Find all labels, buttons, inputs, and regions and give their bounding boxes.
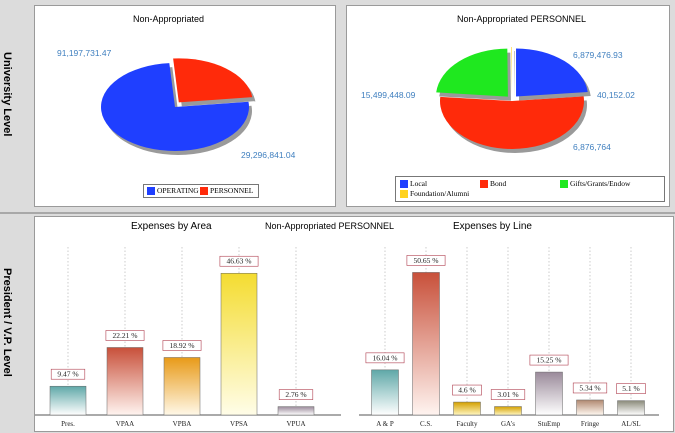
section-divider: [0, 212, 675, 214]
pie-panel-non-appropriated: Non-Appropriated 91,197,731.47 29,296,84…: [34, 5, 336, 207]
pie-slice-bond: [439, 96, 584, 150]
pie2-value-local: 6,879,476.93: [573, 50, 623, 60]
category-label: Pres.: [61, 420, 75, 428]
legend-item-bond: Bond: [480, 179, 507, 189]
legend-label: Local: [410, 179, 428, 188]
legend-item-operating: OPERATING: [147, 186, 199, 196]
pie-slice-foundation-alumni: [511, 47, 512, 96]
data-label: 5.34 %: [579, 383, 600, 392]
category-label: Fringe: [581, 420, 599, 428]
category-label: GA's: [501, 420, 515, 428]
pie1-chart: [101, 58, 256, 156]
bar-vpsa: [220, 272, 258, 416]
data-label: 18.92 %: [170, 341, 195, 350]
legend-item-personnel: PERSONNEL: [200, 186, 254, 196]
data-label: 50.65 %: [414, 256, 439, 265]
pie1-legend: OPERATING PERSONNEL: [143, 184, 259, 198]
legend-swatch: [147, 187, 155, 196]
bar-ga-s: [494, 406, 522, 416]
legend-label: Bond: [490, 179, 507, 188]
bar-vpba: [163, 357, 201, 416]
bar1-subtitle: Expenses by Area: [131, 221, 212, 232]
bar-a-p: [371, 369, 399, 416]
bar-stuemp: [535, 371, 563, 416]
data-label-box: [452, 384, 482, 396]
pie2-title: Non-Appropriated PERSONNEL: [457, 14, 587, 24]
bar-faculty: [453, 401, 481, 416]
pie-panel-personnel: Non-Appropriated PERSONNEL 6,879,476.93 …: [346, 5, 670, 207]
data-label-box: [572, 382, 608, 394]
bar-vpua: [277, 406, 315, 416]
category-label: Faculty: [457, 420, 478, 428]
legend-swatch: [560, 180, 568, 189]
legend-label: OPERATING: [157, 186, 199, 195]
data-label-box: [105, 330, 145, 341]
president-level-label: President / V.P. Level: [1, 268, 13, 377]
bar-c-s-: [412, 272, 440, 416]
pie-slice-personnel: [173, 58, 253, 103]
legend-item-gifts: Gifts/Grants/Endow: [560, 179, 631, 189]
data-label-box: [219, 255, 259, 267]
data-label-box: [365, 352, 405, 364]
pie-slice-local: [516, 48, 588, 97]
legend-item-local: Local: [400, 179, 428, 189]
bar-fringe: [576, 399, 604, 416]
data-label-box: [616, 383, 646, 394]
category-label: C.S.: [420, 420, 432, 428]
pie2-value-gifts: 6,876,764: [573, 142, 611, 152]
legend-swatch: [200, 187, 208, 196]
data-label-box: [490, 389, 526, 400]
university-level-label: University Level: [1, 52, 13, 137]
legend-label: Foundation/Alumni: [410, 189, 470, 198]
data-label: 2.76 %: [285, 390, 306, 399]
data-label: 9.47 %: [57, 370, 78, 379]
data-label: 46.63 %: [227, 257, 252, 266]
legend-swatch: [400, 180, 408, 189]
bar-panel: Expenses by Area Non-Appropriated PERSON…: [34, 216, 674, 432]
category-label: VPUA: [286, 420, 305, 428]
pie2-value-foundation: 40,152.02: [597, 90, 635, 100]
data-label: 22.21 %: [113, 331, 138, 340]
pie-shadow: [514, 51, 515, 100]
legend-swatch: [400, 190, 408, 199]
pie1-title: Non-Appropriated: [133, 14, 205, 24]
bar2-title: Expenses by Line: [453, 221, 532, 232]
pie-slice-gifts-grants-endow: [436, 48, 508, 97]
pie1-value-personnel: 29,296,841.04: [241, 150, 296, 160]
legend-swatch: [480, 180, 488, 189]
category-label: VPBA: [173, 420, 192, 428]
legend-item-foundation: Foundation/Alumni: [400, 189, 470, 199]
bar-pres-: [49, 385, 87, 416]
category-label: A & P: [376, 420, 394, 428]
category-label: VPAA: [116, 420, 134, 428]
data-label-box: [406, 255, 446, 266]
bar-al-sl: [617, 400, 645, 416]
data-label: 16.04 %: [373, 353, 398, 362]
data-label: 4.6 %: [458, 386, 476, 395]
category-label: VPSA: [230, 420, 248, 428]
bar-vpaa: [106, 347, 144, 416]
pie2-chart: [436, 47, 591, 154]
pie2-legend: Local Bond Gifts/Grants/Endow Foundation…: [395, 176, 665, 202]
pie-slice-operating: [101, 63, 250, 151]
legend-label: PERSONNEL: [210, 186, 254, 195]
legend-label: Gifts/Grants/Endow: [570, 179, 631, 188]
pie1-value-operating: 91,197,731.47: [57, 48, 112, 58]
category-label: StuEmp: [538, 420, 561, 428]
data-label-box: [278, 389, 314, 400]
data-label-box: [162, 340, 202, 351]
bar-charts: 9.47 % Pres. 22.21 % VPAA 18.92 % VPBA 46.63 %…: [35, 247, 659, 428]
data-label-box: [529, 354, 569, 366]
data-label: 5.1 %: [622, 384, 640, 393]
category-label: AL/SL: [621, 420, 640, 428]
bar-panel-title: Non-Appropriated PERSONNEL: [265, 221, 395, 231]
data-label: 15.25 %: [537, 356, 562, 365]
data-label: 3.01 %: [497, 390, 518, 399]
data-label-box: [50, 368, 86, 380]
pie2-value-bond: 15,499,448.09: [361, 90, 416, 100]
